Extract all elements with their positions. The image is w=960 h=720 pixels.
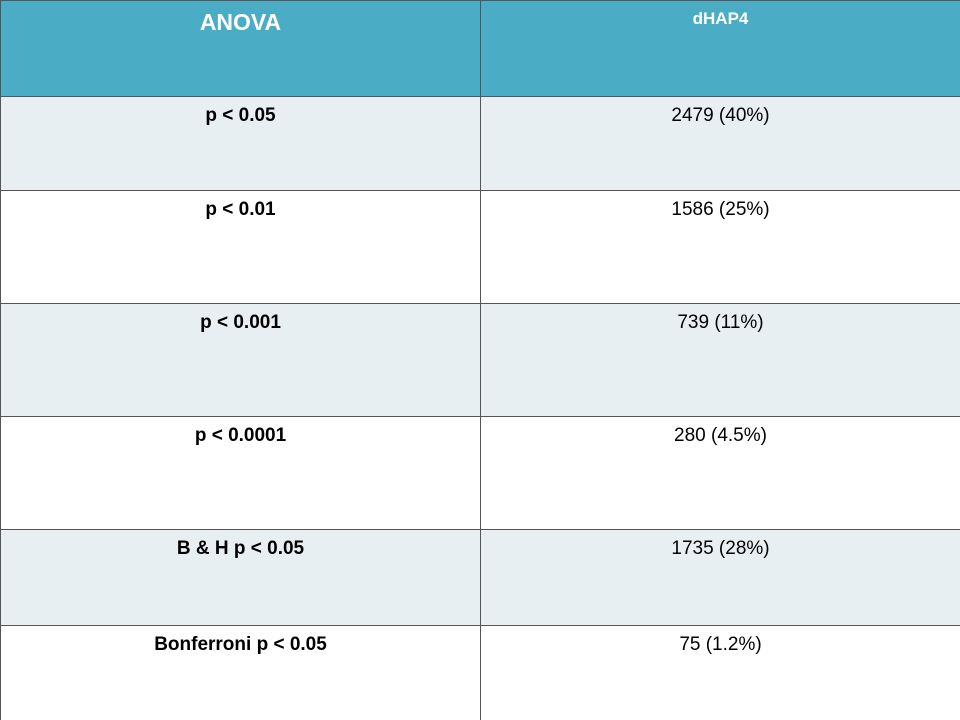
label-cell: B & H p < 0.05 <box>0 529 481 626</box>
table-row: Bonferroni p < 0.05 75 (1.2%) <box>0 625 960 720</box>
value-cell: 1586 (25%) <box>480 190 960 304</box>
value-cell: 2479 (40%) <box>480 96 960 191</box>
header-row: ANOVA dHAP4 <box>0 0 960 97</box>
table-row: p < 0.001 739 (11%) <box>0 303 960 417</box>
value-cell: 739 (11%) <box>480 303 960 417</box>
label-cell: p < 0.05 <box>0 96 481 191</box>
label-cell: p < 0.01 <box>0 190 481 304</box>
value-cell: 1735 (28%) <box>480 529 960 626</box>
table-row: B & H p < 0.05 1735 (28%) <box>0 529 960 626</box>
label-cell: Bonferroni p < 0.05 <box>0 625 481 720</box>
value-cell: 280 (4.5%) <box>480 416 960 530</box>
label-cell: p < 0.001 <box>0 303 481 417</box>
header-cell: dHAP4 <box>480 0 960 97</box>
table-row: p < 0.01 1586 (25%) <box>0 190 960 304</box>
label-cell: p < 0.0001 <box>0 416 481 530</box>
table-row: p < 0.0001 280 (4.5%) <box>0 416 960 530</box>
header-cell: ANOVA <box>0 0 481 97</box>
table-row: p < 0.05 2479 (40%) <box>0 96 960 191</box>
value-cell: 75 (1.2%) <box>480 625 960 720</box>
